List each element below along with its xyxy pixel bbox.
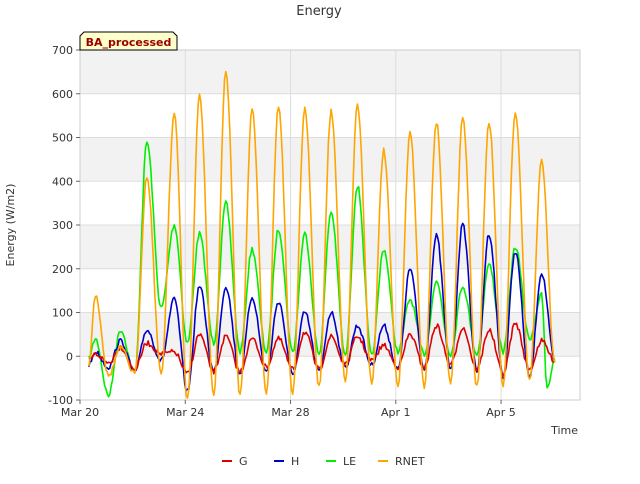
legend-label-le: LE bbox=[343, 455, 356, 468]
x-tick-label: Mar 24 bbox=[166, 406, 204, 419]
badge: BA_processed bbox=[79, 31, 178, 51]
x-axis-label: Time bbox=[550, 424, 578, 437]
y-tick-label: 300 bbox=[52, 219, 73, 232]
y-tick-label: 600 bbox=[52, 88, 73, 101]
y-axis-ticks: -100 0 100 200 300 400 500 600 700 bbox=[48, 44, 80, 407]
y-tick-label: 100 bbox=[52, 307, 73, 320]
legend-label-rnet: RNET bbox=[395, 455, 425, 468]
y-tick-label: 400 bbox=[52, 175, 73, 188]
chart-title: Energy bbox=[296, 4, 342, 19]
x-tick-label: Mar 20 bbox=[61, 406, 99, 419]
legend-label-g: G bbox=[239, 455, 248, 468]
legend-label-h: H bbox=[291, 455, 299, 468]
plot-band bbox=[80, 137, 580, 182]
y-axis-label: Energy (W/m2) bbox=[4, 184, 17, 267]
x-tick-label: Apr 1 bbox=[381, 406, 411, 419]
x-tick-label: Apr 5 bbox=[486, 406, 516, 419]
x-tick-label: Mar 28 bbox=[271, 406, 309, 419]
y-tick-label: 0 bbox=[66, 350, 73, 363]
y-tick-label: 500 bbox=[52, 132, 73, 145]
series-line-rnet bbox=[88, 70, 556, 399]
legend: G H LE RNET bbox=[222, 455, 425, 468]
x-axis-ticks: Mar 20 Mar 24 Mar 28 Apr 1 Apr 5 bbox=[61, 400, 516, 419]
y-tick-label: 700 bbox=[52, 44, 73, 57]
y-tick-label: -100 bbox=[48, 394, 73, 407]
badge-box bbox=[79, 31, 178, 51]
y-tick-label: 200 bbox=[52, 263, 73, 276]
plot-band bbox=[80, 50, 580, 94]
badge-label: BA_processed bbox=[86, 36, 172, 49]
series-group bbox=[88, 70, 556, 399]
